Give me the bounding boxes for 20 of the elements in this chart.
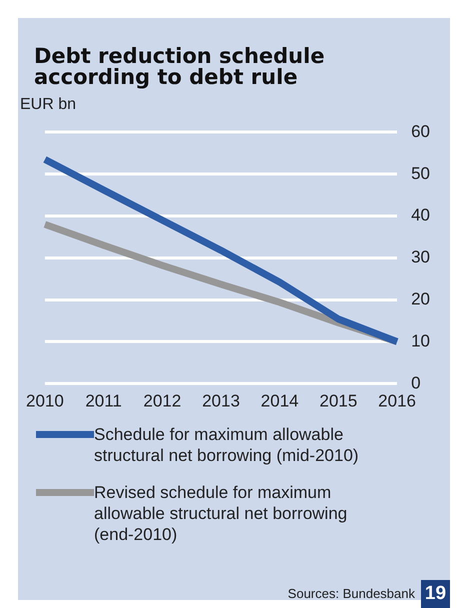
source-note: Sources: Bundesbank	[288, 586, 415, 601]
legend-label: Revised schedule for maximum allowable structural net borrowing (end-2010)	[94, 482, 348, 545]
y-tick-label: 30	[411, 248, 430, 267]
text: 19	[421, 580, 450, 608]
y-tick-label: 50	[411, 164, 430, 183]
legend-label: Schedule for maximum allowable structural net borrowing (mid-2010)	[94, 424, 360, 466]
y-tick-label: 20	[411, 289, 430, 308]
x-tick-label: 2010	[26, 391, 64, 410]
y-tick-label: 60	[411, 122, 430, 141]
x-tick-label: 2016	[378, 391, 416, 410]
x-tick-label: 2015	[319, 391, 358, 410]
y-tick-label: 0	[411, 373, 421, 392]
y-tick-label: 40	[411, 206, 430, 225]
chart-title: Debt reduction schedule according to debt rule	[34, 44, 326, 89]
y-axis-title: EUR bn	[20, 96, 76, 114]
x-tick-label: 2014	[260, 391, 299, 410]
x-tick-label: 2012	[143, 391, 182, 410]
x-tick-label: 2011	[85, 391, 122, 410]
x-tick-label: 2013	[202, 391, 240, 410]
y-tick-label: 10	[411, 331, 430, 350]
